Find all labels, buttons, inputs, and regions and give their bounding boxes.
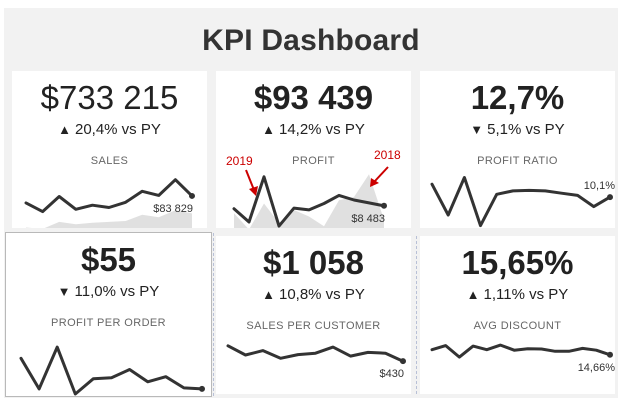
kpi-change: ▲ 20,4% vs PY <box>12 121 207 138</box>
sparkline-end-label: $83 829 <box>153 203 193 215</box>
kpi-card-profit-ratio[interactable]: 12,7% ▼ 5,1% vs PY PROFIT RATIO 10,1% <box>420 71 615 228</box>
kpi-change-text: 14,2% vs PY <box>278 121 365 138</box>
sparkline-end-point <box>381 202 387 209</box>
triangle-up-icon: ▲ <box>262 122 275 137</box>
divider <box>213 233 214 396</box>
annotation-arrow <box>374 166 389 182</box>
arrow-head-icon <box>249 186 258 196</box>
sparkline-area-prior-year <box>234 174 384 228</box>
kpi-label: SALES PER CUSTOMER <box>246 320 381 332</box>
annotation-label: 2019 <box>226 154 253 168</box>
kpi-value: $93 439 <box>253 79 374 116</box>
kpi-change-text: 1,11% vs PY <box>483 286 569 303</box>
kpi-card-sales[interactable]: $733 215 ▲ 20,4% vs PY SALES $83 829 <box>12 71 207 228</box>
sparkline-end-point <box>607 194 613 201</box>
sparkline-chart: $430 <box>226 344 406 380</box>
divider <box>416 236 417 394</box>
sparkline-end-point <box>189 192 195 199</box>
kpi-card-profit[interactable]: $93 439 ▲ 14,2% vs PY PROFIT $8 483 2019 20… <box>216 71 411 228</box>
kpi-change-text: 10,8% vs PY <box>278 286 365 303</box>
kpi-change: ▼ 11,0% vs PY <box>6 283 211 300</box>
sparkline-end-label: $8 483 <box>351 213 385 225</box>
sparkline-chart: 10,1% <box>430 176 615 228</box>
sparkline-area-prior-year <box>26 210 192 228</box>
kpi-change: ▲ 14,2% vs PY <box>216 121 411 138</box>
kpi-change: ▼ 5,1% vs PY <box>420 121 615 138</box>
sparkline-chart: 14,66% <box>430 343 615 374</box>
sparkline-line <box>430 176 612 228</box>
sparkline-end-point <box>607 351 613 358</box>
sparkline-line <box>19 345 204 396</box>
sparkline-end-label: 14,66% <box>578 362 615 374</box>
kpi-value: $733 215 <box>40 79 179 116</box>
sparkline-chart: $38 <box>19 345 205 396</box>
triangle-down-icon: ▼ <box>470 122 484 137</box>
kpi-value: $55 <box>80 241 137 278</box>
sparkline-end-label: $430 <box>380 368 404 380</box>
arrow-head-icon <box>370 178 379 187</box>
kpi-value: 12,7% <box>470 79 565 116</box>
sparkline-line <box>226 344 405 363</box>
kpi-card-avg-discount[interactable]: 15,65% ▲ 1,11% vs PY AVG DISCOUNT 14,66% <box>420 236 615 394</box>
sparkline-end-label: 10,1% <box>584 180 615 192</box>
kpi-card-profit-per-order[interactable]: $55 ▼11,0% vs PY PROFIT PER ORDER $38 <box>5 232 212 397</box>
triangle-up-icon: ▲ <box>262 287 275 302</box>
sparkline-chart: $83 829 <box>24 178 195 228</box>
kpi-change: ▲ 1,11% vs PY <box>420 286 615 303</box>
kpi-change-text: 20,4% vs PY <box>74 121 161 138</box>
annotation-arrow <box>245 169 255 191</box>
kpi-card-sales-per-customer[interactable]: $1 058 ▲ 10,8% vs PY SALES PER CUSTOMER $… <box>216 236 411 394</box>
sparkline-line <box>430 343 612 359</box>
sparkline-chart: $8 483 2019 2018 <box>226 148 401 228</box>
kpi-label: SALES <box>90 155 129 167</box>
kpi-label: AVG DISCOUNT <box>473 320 562 332</box>
kpi-change-text: 11,0% vs PY <box>74 283 160 300</box>
triangle-up-icon: ▲ <box>466 287 480 302</box>
annotation-label: 2018 <box>374 148 401 162</box>
kpi-label: PROFIT RATIO <box>477 155 558 167</box>
kpi-change-text: 5,1% vs PY <box>487 121 565 138</box>
sparkline-end-point <box>400 358 406 365</box>
sparkline-line <box>24 178 194 214</box>
triangle-down-icon: ▼ <box>57 284 71 299</box>
kpi-value: $1 058 <box>263 244 364 281</box>
sparkline-line <box>232 175 386 228</box>
kpi-label: PROFIT PER ORDER <box>51 317 166 329</box>
triangle-up-icon: ▲ <box>58 122 71 137</box>
dashboard-title: KPI Dashboard <box>202 24 420 57</box>
kpi-value: 15,65% <box>461 244 574 281</box>
kpi-label: PROFIT <box>292 155 335 167</box>
kpi-change: ▲ 10,8% vs PY <box>216 286 411 303</box>
dashboard: KPI Dashboard $733 215 ▲ 20,4% vs PY SALE… <box>4 8 618 398</box>
sparkline-end-point <box>199 385 205 392</box>
